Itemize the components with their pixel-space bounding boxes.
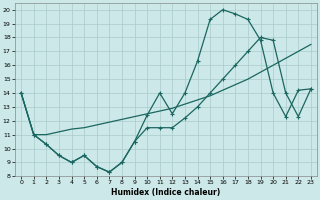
X-axis label: Humidex (Indice chaleur): Humidex (Indice chaleur) [111,188,221,197]
